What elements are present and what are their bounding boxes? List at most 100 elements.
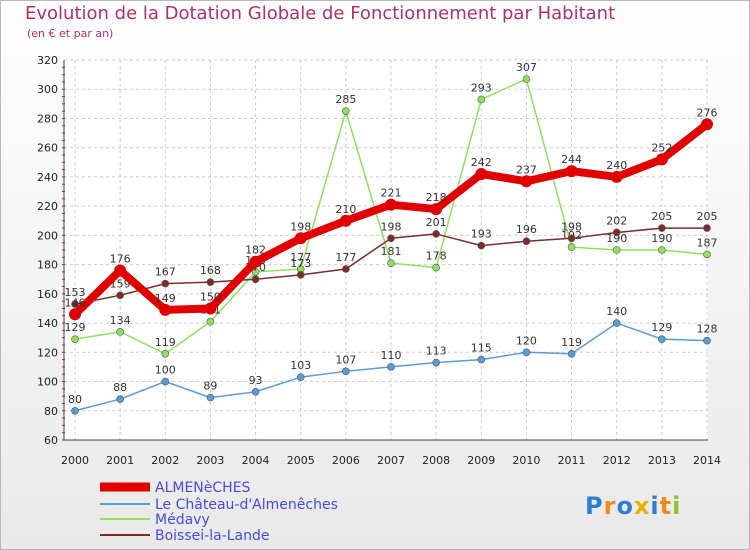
data-label: 119: [561, 336, 582, 349]
data-point: [658, 335, 666, 343]
data-point: [342, 107, 350, 115]
data-label: 150: [200, 290, 221, 303]
y-tick-label: 200: [37, 229, 58, 242]
data-point: [658, 246, 666, 254]
y-tick-label: 80: [44, 405, 58, 418]
data-point: [655, 153, 668, 166]
data-label: 173: [290, 257, 311, 270]
data-label: 198: [290, 220, 311, 233]
data-label: 201: [426, 216, 447, 229]
data-label: 149: [155, 292, 176, 305]
data-label: 181: [381, 245, 402, 258]
data-label: 129: [651, 321, 672, 334]
data-label: 237: [516, 163, 537, 176]
x-tick-label: 2005: [287, 454, 315, 467]
data-point: [432, 358, 440, 367]
data-point: [703, 336, 711, 345]
data-label: 107: [335, 353, 356, 366]
data-point: [387, 259, 395, 267]
data-point: [71, 335, 79, 343]
data-label: 128: [697, 323, 718, 336]
legend-label-0: ALMENèCHES: [155, 480, 251, 496]
data-point: [251, 387, 260, 396]
data-point: [71, 300, 79, 308]
data-point: [249, 255, 262, 268]
data-point: [703, 250, 711, 259]
logo-letter: i: [650, 492, 660, 520]
data-point: [475, 168, 488, 180]
data-point: [296, 373, 305, 381]
x-tick-label: 2004: [242, 454, 270, 467]
y-tick-label: 220: [37, 200, 58, 213]
data-point: [703, 224, 711, 232]
data-point: [520, 175, 533, 188]
data-point: [567, 243, 576, 251]
data-label: 198: [561, 220, 582, 233]
logo-letter: t: [659, 492, 673, 520]
data-label: 88: [113, 381, 127, 394]
x-tick-label: 2010: [512, 454, 540, 467]
logo-letter: i: [672, 492, 682, 520]
data-point: [204, 302, 217, 315]
plot-area: [64, 60, 708, 440]
data-label: 153: [65, 286, 86, 299]
data-point: [251, 268, 260, 276]
proxiti-logo: Proxiti: [585, 492, 681, 520]
y-tick-label: 260: [37, 142, 58, 155]
logo-letter: x: [633, 492, 651, 520]
data-label: 187: [697, 236, 718, 249]
data-point: [432, 230, 440, 238]
legend-label-3: Boissei-la-Lande: [155, 528, 269, 544]
data-point: [477, 241, 486, 250]
data-label: 218: [426, 191, 447, 204]
data-point: [477, 355, 486, 364]
data-point: [387, 234, 395, 243]
x-tick-label: 2007: [377, 454, 405, 467]
y-tick-label: 120: [37, 346, 58, 359]
logo-letter: o: [616, 492, 634, 520]
data-label: 168: [200, 264, 221, 277]
data-point: [610, 170, 623, 183]
data-point: [522, 237, 531, 246]
data-label: 240: [606, 159, 627, 172]
data-point: [69, 308, 81, 321]
y-tick-label: 320: [37, 54, 58, 67]
data-point: [161, 349, 170, 358]
x-tick-label: 2009: [467, 454, 495, 467]
data-point: [522, 348, 531, 357]
y-tick-label: 300: [37, 83, 58, 96]
data-point: [161, 279, 170, 288]
x-tick-label: 2011: [558, 454, 586, 467]
data-label: 176: [110, 252, 131, 265]
data-point: [430, 203, 443, 216]
x-tick-label: 2006: [332, 454, 360, 467]
data-label: 293: [471, 81, 492, 94]
x-tick-label: 2001: [106, 454, 134, 467]
x-tick-label: 2012: [603, 454, 631, 467]
data-point: [251, 275, 260, 284]
data-label: 93: [249, 374, 263, 387]
data-point: [206, 393, 215, 402]
x-tick-label: 2014: [693, 454, 721, 467]
data-label: 210: [335, 203, 356, 216]
data-point: [159, 303, 172, 316]
data-point: [71, 406, 79, 415]
data-label: 167: [155, 266, 176, 279]
data-label: 198: [381, 220, 402, 233]
data-label: 307: [516, 61, 537, 74]
data-label: 103: [290, 359, 311, 372]
data-point: [658, 224, 666, 232]
x-tick-label: 2008: [422, 454, 450, 467]
data-point: [522, 75, 531, 83]
data-label: 205: [651, 210, 672, 223]
x-tick-label: 2000: [61, 454, 89, 467]
data-label: 190: [606, 232, 627, 245]
data-label: 205: [697, 210, 718, 223]
y-tick-label: 240: [37, 171, 58, 184]
data-point: [565, 165, 578, 178]
data-point: [294, 232, 307, 245]
chart-subtitle: (en € et par an): [27, 27, 114, 40]
data-label: 113: [426, 345, 447, 358]
y-tick-label: 100: [37, 376, 58, 389]
